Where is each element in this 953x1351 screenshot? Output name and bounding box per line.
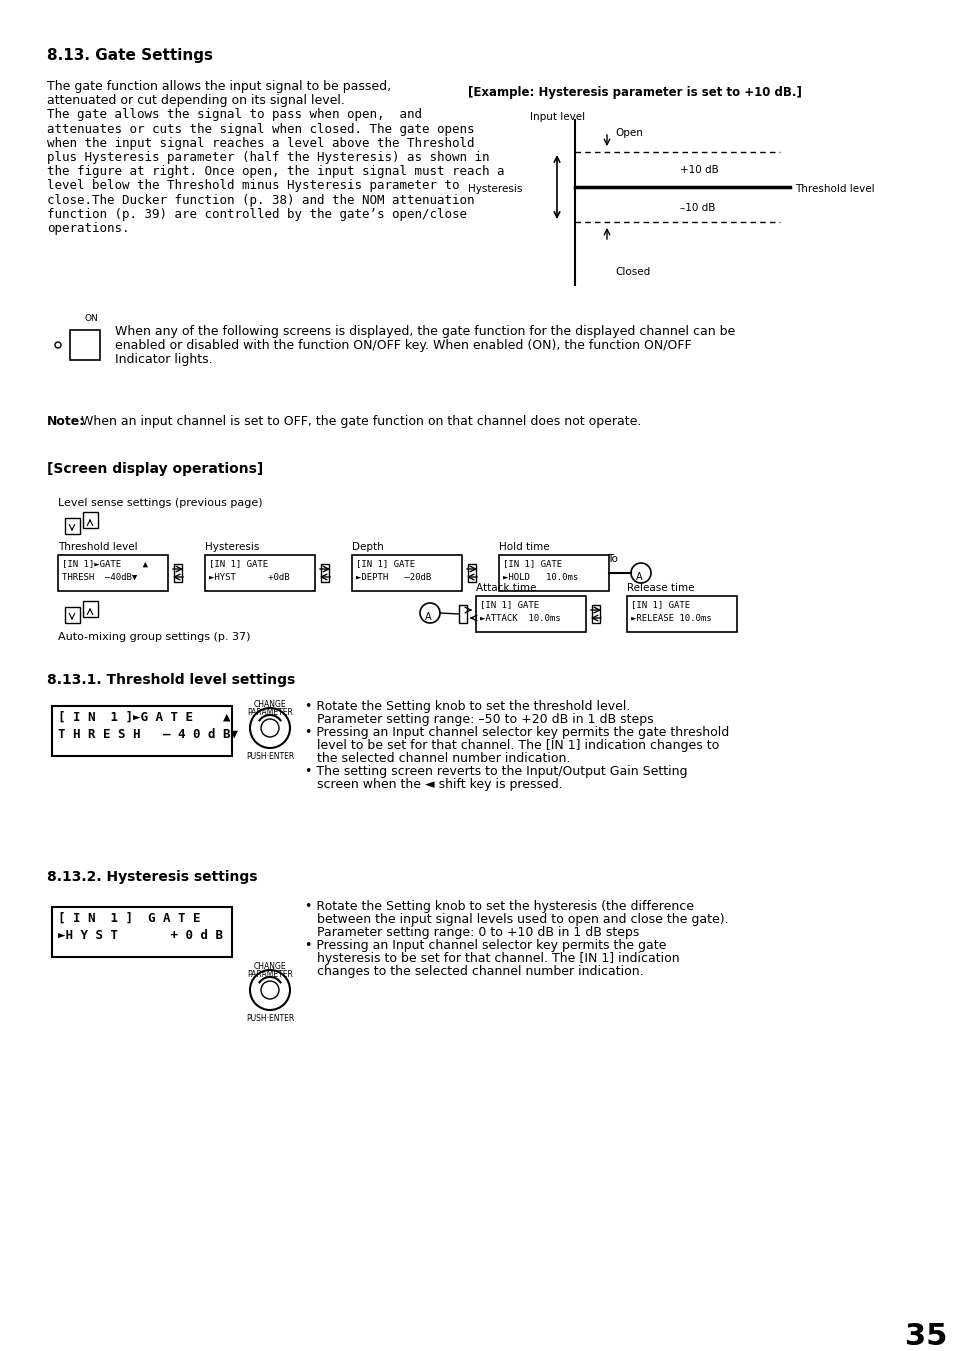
Text: [ I N  1 ]  G A T E: [ I N 1 ] G A T E [58, 912, 200, 925]
Text: When an input channel is set to OFF, the gate function on that channel does not : When an input channel is set to OFF, the… [77, 415, 640, 428]
Bar [65, 517, 80, 534]
Text: Auto-mixing group settings (p. 37): Auto-mixing group settings (p. 37) [58, 632, 251, 642]
Text: between the input signal levels used to open and close the gate).: between the input signal levels used to … [305, 913, 728, 925]
Text: the selected channel number indication.: the selected channel number indication. [305, 753, 570, 765]
Text: ►ATTACK  10.0ms: ►ATTACK 10.0ms [479, 613, 560, 623]
Text: CHANGE: CHANGE [253, 962, 286, 971]
Text: level to be set for that channel. The [IN 1] indication changes to: level to be set for that channel. The [I… [305, 739, 719, 753]
Text: THRESH  –40dB▼: THRESH –40dB▼ [62, 573, 137, 582]
Bar [626, 596, 737, 632]
Text: operations.: operations. [47, 222, 130, 235]
Text: [Example: Hysteresis parameter is set to +10 dB.]: [Example: Hysteresis parameter is set to… [468, 86, 801, 99]
Bar [205, 555, 314, 590]
Bar [58, 555, 168, 590]
Text: 8.13.2. Hysteresis settings: 8.13.2. Hysteresis settings [47, 870, 257, 884]
Text: Hold time: Hold time [498, 542, 549, 553]
Text: [IN 1] GATE: [IN 1] GATE [355, 559, 415, 567]
Text: PUSH·ENTER: PUSH·ENTER [246, 753, 294, 761]
Text: Release time: Release time [626, 584, 694, 593]
Bar [65, 607, 80, 623]
Text: [IN 1] GATE: [IN 1] GATE [502, 559, 561, 567]
Text: Closed: Closed [615, 267, 650, 277]
Text: The gate allows the signal to pass when open,  and: The gate allows the signal to pass when … [47, 108, 421, 122]
Text: ►HOLD   10.0ms: ►HOLD 10.0ms [502, 573, 578, 582]
Text: [IN 1] GATE: [IN 1] GATE [630, 600, 689, 609]
Text: Depth: Depth [352, 542, 383, 553]
Text: Level sense settings (previous page): Level sense settings (previous page) [58, 499, 262, 508]
Text: ►RELEASE 10.0ms: ►RELEASE 10.0ms [630, 613, 711, 623]
Bar [498, 555, 608, 590]
Text: 8.13.1. Threshold level settings: 8.13.1. Threshold level settings [47, 673, 294, 688]
Text: 35: 35 [904, 1323, 946, 1351]
Text: Note:: Note: [47, 415, 85, 428]
Text: Hysteresis: Hysteresis [468, 184, 522, 195]
Text: when the input signal reaches a level above the Threshold: when the input signal reaches a level ab… [47, 136, 474, 150]
Text: When any of the following screens is displayed, the gate function for the displa: When any of the following screens is dis… [115, 326, 735, 338]
Text: ►HYST      +0dB: ►HYST +0dB [209, 573, 290, 582]
Text: level below the Threshold minus Hysteresis parameter to: level below the Threshold minus Hysteres… [47, 180, 459, 192]
Text: –10 dB: –10 dB [679, 203, 715, 213]
Text: changes to the selected channel number indication.: changes to the selected channel number i… [305, 965, 643, 978]
Bar [458, 605, 467, 623]
Text: [Screen display operations]: [Screen display operations] [47, 462, 263, 476]
Text: A: A [636, 571, 642, 582]
Text: attenuated or cut depending on its signal level.: attenuated or cut depending on its signa… [47, 95, 345, 107]
Text: Open: Open [615, 128, 642, 138]
Bar [352, 555, 461, 590]
Text: PARAMETER: PARAMETER [247, 708, 293, 717]
Text: ON: ON [85, 313, 99, 323]
Bar [52, 907, 232, 957]
Text: hysteresis to be set for that channel. The [IN 1] indication: hysteresis to be set for that channel. T… [305, 952, 679, 965]
Text: • Pressing an Input channel selector key permits the gate threshold: • Pressing an Input channel selector key… [305, 725, 728, 739]
Bar [320, 563, 329, 582]
Text: ►DEPTH   –20dB: ►DEPTH –20dB [355, 573, 431, 582]
Text: [IN 1] GATE: [IN 1] GATE [209, 559, 268, 567]
Text: CHANGE: CHANGE [253, 700, 286, 709]
Bar [70, 330, 100, 359]
Text: T H R E S H   – 4 0 d B▼: T H R E S H – 4 0 d B▼ [58, 728, 237, 740]
Text: ►H Y S T       + 0 d B: ►H Y S T + 0 d B [58, 929, 223, 942]
Text: close.The Ducker function (p. 38) and the NOM attenuation: close.The Ducker function (p. 38) and th… [47, 193, 474, 207]
Text: Attack time: Attack time [476, 584, 536, 593]
Text: Parameter setting range: 0 to +10 dB in 1 dB steps: Parameter setting range: 0 to +10 dB in … [305, 925, 639, 939]
Bar [83, 601, 98, 617]
Text: PUSH·ENTER: PUSH·ENTER [246, 1015, 294, 1023]
Text: screen when the ◄ shift key is pressed.: screen when the ◄ shift key is pressed. [305, 778, 562, 790]
Text: PARAMETER: PARAMETER [247, 970, 293, 979]
Text: function (p. 39) are controlled by the gate’s open/close: function (p. 39) are controlled by the g… [47, 208, 467, 220]
Bar [52, 707, 232, 757]
Text: [IN 1] GATE: [IN 1] GATE [479, 600, 538, 609]
Text: To: To [606, 554, 618, 563]
Bar [83, 512, 98, 528]
Bar [173, 563, 182, 582]
Text: [IN 1]►GATE    ▲: [IN 1]►GATE ▲ [62, 559, 148, 567]
Text: Input level: Input level [530, 112, 584, 122]
Text: the figure at right. Once open, the input signal must reach a: the figure at right. Once open, the inpu… [47, 165, 504, 178]
Text: Threshold level: Threshold level [794, 184, 874, 195]
Text: attenuates or cuts the signal when closed. The gate opens: attenuates or cuts the signal when close… [47, 123, 474, 135]
Text: 8.13. Gate Settings: 8.13. Gate Settings [47, 49, 213, 63]
Text: Threshold level: Threshold level [58, 542, 137, 553]
Text: +10 dB: +10 dB [679, 165, 718, 176]
Bar [468, 563, 476, 582]
Text: plus Hysteresis parameter (half the Hysteresis) as shown in: plus Hysteresis parameter (half the Hyst… [47, 151, 489, 163]
Bar [592, 605, 599, 623]
Text: • Pressing an Input channel selector key permits the gate: • Pressing an Input channel selector key… [305, 939, 666, 952]
Text: The gate function allows the input signal to be passed,: The gate function allows the input signa… [47, 80, 391, 93]
Text: Hysteresis: Hysteresis [205, 542, 259, 553]
Text: Indicator lights.: Indicator lights. [115, 353, 213, 366]
Text: [ I N  1 ]►G A T E    ▲: [ I N 1 ]►G A T E ▲ [58, 711, 231, 724]
Text: Parameter setting range: –50 to +20 dB in 1 dB steps: Parameter setting range: –50 to +20 dB i… [305, 713, 653, 725]
Text: enabled or disabled with the function ON/OFF key. When enabled (ON), the functio: enabled or disabled with the function ON… [115, 339, 691, 353]
Text: • Rotate the Setting knob to set the threshold level.: • Rotate the Setting knob to set the thr… [305, 700, 630, 713]
Bar [476, 596, 585, 632]
Text: • Rotate the Setting knob to set the hysteresis (the difference: • Rotate the Setting knob to set the hys… [305, 900, 693, 913]
Text: A: A [424, 612, 431, 621]
Text: • The setting screen reverts to the Input/Output Gain Setting: • The setting screen reverts to the Inpu… [305, 765, 687, 778]
